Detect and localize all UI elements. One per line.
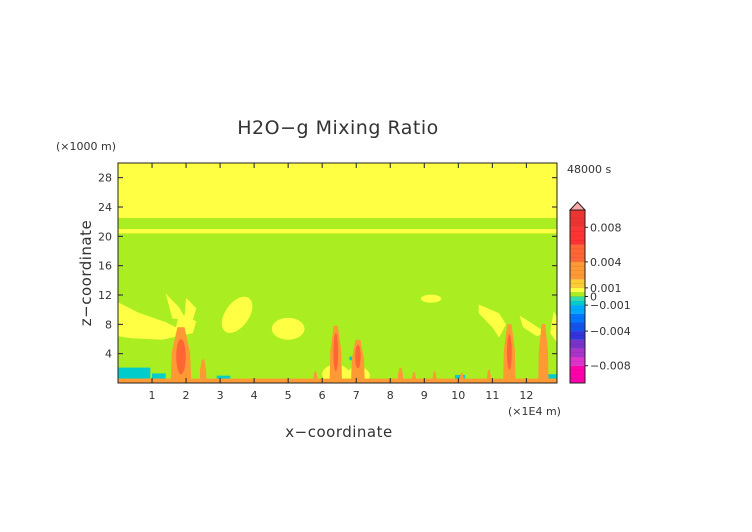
colorbar-extend-max (568, 201, 587, 211)
moist-blob-5.0 (271, 317, 305, 340)
y-tick-label-4: 4 (105, 348, 112, 361)
plume-8.3 (397, 367, 404, 381)
y-tick-label-8: 8 (105, 318, 112, 331)
colorbar-tick-label-2: 0.001 (590, 282, 622, 295)
colorbar-segment-0 (570, 292, 585, 297)
x-unit-label: (×1E4 m) (508, 405, 561, 418)
x-tick-label-5: 5 (285, 389, 292, 402)
x-tick-label-11: 11 (485, 389, 499, 402)
time-label: 48000 s (567, 163, 611, 176)
x-tick-label-12: 12 (519, 389, 533, 402)
plume-5.8 (313, 371, 318, 381)
moist-blob-2.1 (184, 297, 197, 320)
colorbar-tick-label-0: 0.008 (590, 221, 622, 234)
dry-patch-12.8 (546, 374, 557, 379)
plume-10.9 (486, 369, 491, 381)
colorbar-segment--0.004 (570, 322, 585, 332)
moist-blob-9.2 (420, 294, 442, 303)
colorbar-segment--0.008 (570, 357, 585, 366)
colorbar-tick-label-3: 0 (590, 291, 597, 304)
y-tick-label-28: 28 (98, 172, 112, 185)
colorbar-segment-0.006 (570, 227, 585, 245)
y-tick-label-20: 20 (98, 230, 112, 243)
x-tick-label-7: 7 (353, 389, 360, 402)
colorbar-tick-label-6: −0.008 (590, 360, 631, 373)
colorbar-segment-0.008 (570, 210, 585, 228)
colorbar-segment--0.002 (570, 305, 585, 314)
colorbar-segment-0.0005 (570, 287, 585, 293)
colorbar-segment--0.001 (570, 300, 585, 306)
moist-blob-12.0 (519, 315, 547, 337)
colorbar-segment--0.005 (570, 331, 585, 340)
x-tick-label-9: 9 (421, 389, 428, 402)
plume-core-7.0 (355, 344, 361, 369)
moist-blob-12.8 (550, 311, 557, 343)
y-unit-label: (×1000 m) (56, 140, 116, 153)
dry-patch-0.5 (118, 367, 151, 379)
x-axis-label: x−coordinate (285, 423, 392, 441)
colorbar-segment--0.006 (570, 339, 585, 349)
plume-9.3 (432, 371, 437, 381)
dry-patch-10.0 (454, 374, 466, 379)
y-tick-label-12: 12 (98, 289, 112, 302)
plume-10.1 (459, 372, 464, 381)
colorbar-tick-label-4: −0.001 (590, 299, 631, 312)
chart-title: H2O−g Mixing Ratio (237, 117, 438, 139)
region-band-21km (118, 229, 557, 234)
plume-2.5 (199, 359, 207, 381)
y-tick-label-24: 24 (98, 201, 112, 214)
x-tick-label-1: 1 (149, 389, 156, 402)
plume-8.7 (412, 372, 417, 381)
dry-patch-3.1 (216, 375, 231, 379)
dry-patch-1.2 (152, 373, 166, 379)
colorbar-segment-0.001 (570, 279, 585, 288)
x-tick-label-4: 4 (251, 389, 258, 402)
x-tick-label-8: 8 (387, 389, 394, 402)
colorbar-segment-0.004 (570, 244, 585, 262)
plume-core-11.5 (506, 334, 512, 370)
plot-frame (117, 162, 558, 384)
colorbar-segment--0.010 (570, 365, 585, 383)
colorbar-segment--0.007 (570, 348, 585, 358)
colorbar-tick-label-5: −0.004 (590, 325, 631, 338)
plume-12.5 (538, 324, 549, 381)
x-tick-label-3: 3 (217, 389, 224, 402)
plume-core-1.8 (176, 339, 186, 375)
moist-blob-11.3 (478, 304, 506, 338)
region-upper-layer (118, 163, 557, 218)
plume-core-6.4 (333, 333, 339, 372)
heatmap-field (118, 163, 557, 383)
x-tick-label-10: 10 (451, 389, 465, 402)
x-tick-label-6: 6 (319, 389, 326, 402)
y-tick-label-16: 16 (98, 260, 112, 273)
colorbar-tick-label-1: 0.004 (590, 256, 622, 269)
colorbar-segment--0.003 (570, 313, 585, 323)
colorbar-segment-0.002 (570, 261, 585, 280)
colorbar-segment--0.0005 (570, 296, 585, 301)
x-tick-label-2: 2 (183, 389, 190, 402)
moist-blob-1.6 (165, 293, 187, 320)
moist-blob-3.5 (221, 296, 253, 333)
y-axis-label: z−coordinate (77, 220, 95, 326)
